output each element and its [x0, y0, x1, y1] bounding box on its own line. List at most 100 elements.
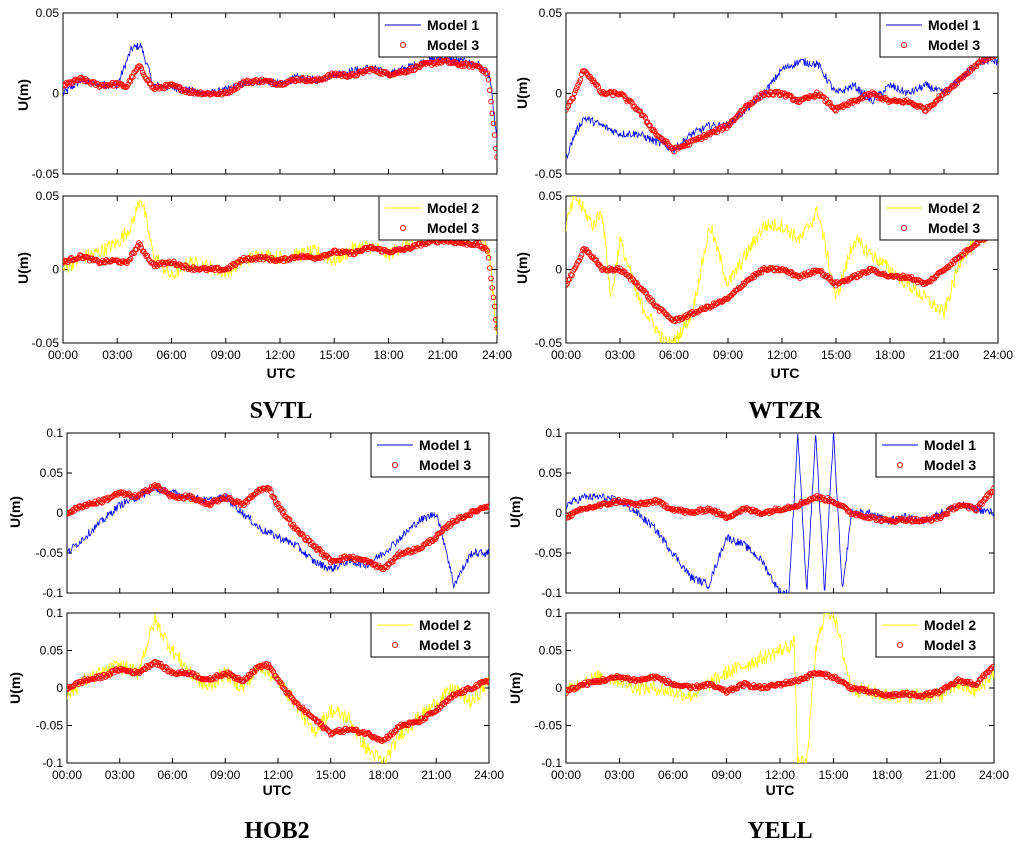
ylabel: U(m)	[7, 672, 23, 704]
data-point	[485, 76, 492, 83]
data-point	[491, 303, 497, 310]
x-tick-label: 18:00	[368, 768, 398, 782]
legend-swatch	[400, 225, 406, 231]
data-point	[144, 252, 151, 259]
data-point	[631, 279, 638, 285]
data-point	[782, 681, 788, 688]
data-point	[784, 92, 790, 98]
legend-swatch	[901, 225, 907, 231]
data-point	[649, 297, 656, 304]
y-tick-label: 0.1	[545, 426, 562, 440]
station-title: SVTL	[250, 398, 313, 424]
data-point	[494, 154, 497, 161]
data-point	[949, 82, 956, 89]
data-point	[410, 549, 416, 555]
legend-swatch	[901, 42, 907, 48]
data-point	[370, 735, 376, 741]
data-point	[127, 78, 134, 85]
data-point	[422, 715, 429, 722]
series-markers-model-3	[566, 49, 998, 155]
data-point	[986, 493, 992, 499]
data-point	[295, 701, 301, 707]
data-point	[698, 305, 705, 311]
data-point	[620, 92, 627, 98]
data-point	[787, 92, 794, 99]
data-point	[947, 682, 953, 688]
xlabel: UTC	[267, 365, 296, 381]
data-point	[950, 83, 957, 90]
data-point	[118, 489, 124, 495]
data-point	[566, 690, 569, 697]
legend: Model 2 Model 3	[370, 612, 490, 658]
data-point	[273, 258, 280, 264]
x-tick-label: 21:00	[925, 768, 955, 782]
y-tick-label: 0.05	[539, 6, 563, 20]
data-point	[67, 510, 73, 516]
data-point	[958, 252, 964, 258]
data-point	[383, 736, 389, 742]
ylabel: U(m)	[514, 77, 530, 109]
xlabel: UTC	[766, 782, 795, 798]
data-point	[490, 120, 497, 127]
data-point	[758, 269, 765, 276]
data-point	[812, 267, 819, 273]
data-point	[857, 96, 863, 102]
data-point	[617, 265, 623, 271]
y-tick-label: 0.1	[545, 606, 562, 620]
data-point	[490, 294, 497, 301]
x-tick-label: 03:00	[105, 768, 135, 782]
data-point	[779, 90, 785, 96]
x-tick-label: 03:00	[102, 348, 132, 362]
data-point	[437, 57, 444, 63]
data-point	[982, 496, 989, 502]
station-block-hob2: U(m) U(m) UTC HOB2	[7, 496, 310, 844]
data-point	[804, 272, 810, 278]
data-point	[162, 663, 169, 670]
legend: Model 2 Model 3	[875, 612, 995, 658]
data-point	[477, 64, 483, 70]
data-point	[976, 501, 983, 508]
x-tick-label: 09:00	[211, 348, 241, 362]
data-point	[954, 255, 960, 261]
data-point	[913, 277, 920, 283]
data-point	[574, 85, 580, 91]
legend-swatch	[897, 462, 903, 468]
data-point	[925, 692, 932, 698]
data-point	[221, 670, 227, 677]
data-point	[63, 79, 70, 86]
plot-panel: 0.1 0.05 0 -0.05 -0.1 Model 1 Model 3	[535, 426, 995, 600]
x-tick-label: 06:00	[157, 768, 187, 782]
data-point	[566, 277, 572, 283]
data-point	[135, 669, 142, 675]
data-point	[631, 501, 637, 507]
data-point	[961, 678, 968, 684]
data-point	[486, 504, 489, 510]
data-point	[566, 687, 570, 694]
data-point	[335, 250, 341, 256]
legend-label: Model 1	[427, 17, 479, 33]
data-point	[193, 674, 199, 680]
y-tick-label: -0.1	[541, 586, 562, 600]
data-point	[580, 246, 586, 253]
data-point	[450, 60, 457, 66]
data-point	[487, 87, 493, 94]
data-point	[617, 91, 623, 98]
data-point	[880, 515, 887, 522]
x-tick-label: 24:00	[482, 348, 512, 362]
series-markers-model-3	[566, 228, 998, 325]
data-point	[303, 537, 309, 544]
x-tick-label: 21:00	[929, 348, 959, 362]
legend-label: Model 3	[419, 457, 471, 473]
data-point	[304, 708, 311, 715]
data-point	[644, 676, 650, 682]
data-point	[785, 269, 791, 275]
data-point	[318, 720, 325, 727]
x-tick-label: 00:00	[52, 768, 82, 782]
data-point	[289, 77, 295, 84]
data-point	[842, 504, 849, 511]
data-point	[183, 262, 189, 269]
data-point	[750, 99, 756, 105]
data-point	[610, 266, 616, 273]
